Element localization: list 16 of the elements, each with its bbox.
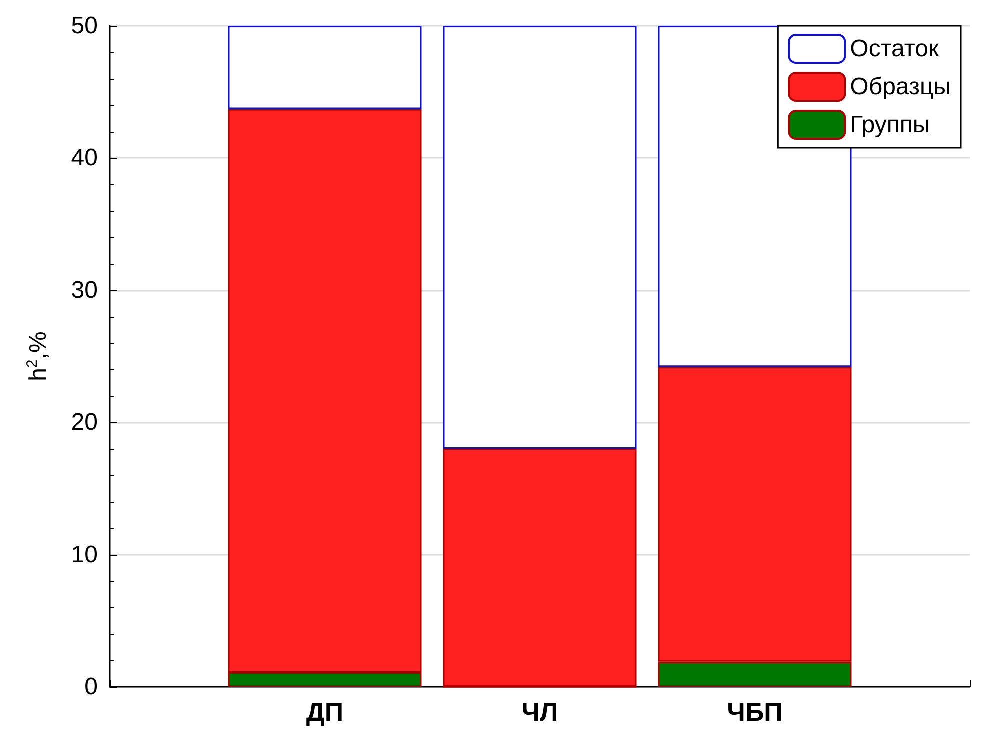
legend-label: Образцы <box>850 74 952 100</box>
x-tick-label: ЧБП <box>727 697 783 727</box>
bar <box>443 449 637 687</box>
x-tick-label: ДП <box>306 697 344 727</box>
bar <box>228 26 422 110</box>
y-tick-label: 0 <box>84 674 98 700</box>
y-tick-label: 30 <box>71 276 98 304</box>
y-axis-title: h2,% <box>24 332 52 382</box>
legend-label: Группы <box>850 112 930 138</box>
y-tick-label: 50 <box>71 12 98 40</box>
bar <box>443 26 637 450</box>
y-tick-label: 40 <box>71 144 98 172</box>
y-tick-label: 10 <box>71 541 98 568</box>
y-tick-label: 20 <box>71 409 98 436</box>
x-tick-label: ЧЛ <box>522 697 558 727</box>
legend-label: Остаток <box>850 36 940 62</box>
